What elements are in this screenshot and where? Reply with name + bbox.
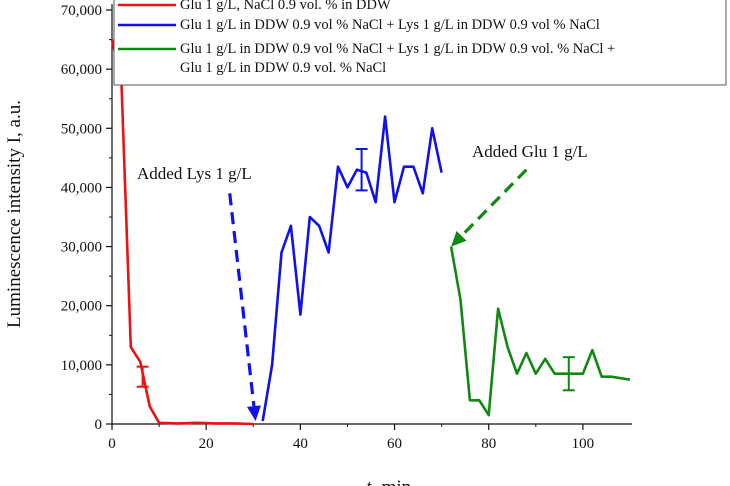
y-tick-label: 30,000 — [61, 240, 102, 256]
annotation-label: Added Lys 1 g/L — [137, 164, 252, 183]
series-layer — [110, 39, 631, 426]
y-tick-label: 10,000 — [61, 358, 102, 374]
annotation-arrowhead — [246, 405, 261, 422]
x-tick-label: 80 — [481, 436, 496, 452]
x-tick-label: 60 — [387, 436, 402, 452]
legend-box — [113, 0, 727, 86]
x-tick-label: 0 — [108, 436, 116, 452]
y-tick-label: 70,000 — [61, 3, 102, 19]
y-tick-label: 20,000 — [61, 299, 102, 315]
annotation-arrowhead — [451, 230, 467, 247]
annotation-layer: Added Lys 1 g/L Added Glu 1 g/L — [137, 142, 588, 422]
legend-label-2: Glu 1 g/L in DDW 0.9 vol % NaCl + Lys 1 … — [180, 17, 600, 33]
y-axis: 0 10,000 20,000 30,000 40,000 50,000 60,000 70,… — [61, 3, 112, 433]
annotation-arrow — [460, 168, 528, 237]
annotation-arrow — [228, 193, 256, 407]
x-axis: 0 20 40 60 80 100 — [108, 424, 594, 452]
series-line-1 — [110, 39, 254, 426]
x-tick-label: 100 — [572, 436, 595, 452]
x-axis-title: t, min — [367, 477, 412, 486]
series-line-3 — [449, 246, 631, 417]
x-tick-label: 40 — [293, 436, 308, 452]
y-tick-label: 40,000 — [61, 180, 102, 196]
y-tick-label: 50,000 — [61, 121, 102, 137]
y-tick-label: 60,000 — [61, 62, 102, 78]
x-tick-label: 20 — [199, 436, 214, 452]
legend-label-1: Glu 1 g/L, NaCl 0.9 vol. % in DDW — [180, 0, 391, 13]
y-axis-title: Luminescence intensity I, a.u. — [4, 100, 25, 328]
legend: Glu 1 g/L, NaCl 0.9 vol. % in DDW Glu 1 g… — [113, 0, 727, 86]
legend-label-3: Glu 1 g/L in DDW 0.9 vol. % NaCl — [180, 60, 386, 76]
annotation-label: Added Glu 1 g/L — [472, 142, 588, 161]
y-tick-label: 0 — [95, 417, 103, 433]
legend-label-3: Glu 1 g/L in DDW 0.9 vol % NaCl + Lys 1 … — [180, 41, 615, 57]
series-line-2 — [261, 115, 443, 422]
